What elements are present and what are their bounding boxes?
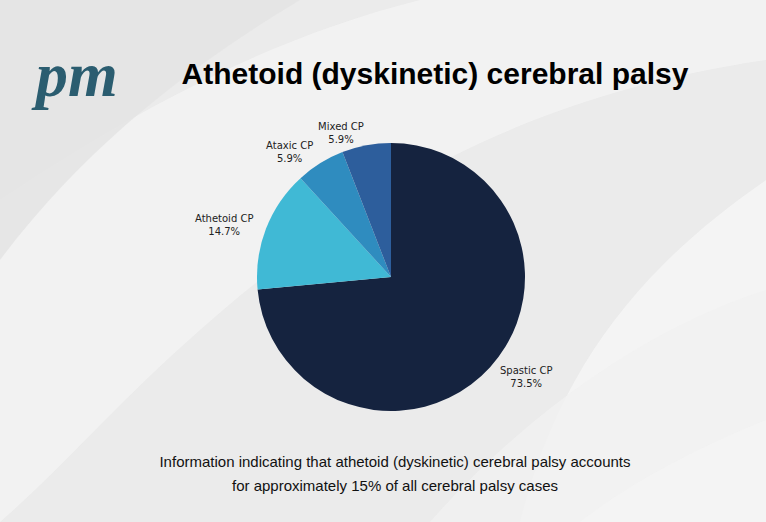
pie-slice <box>342 143 391 277</box>
background-swirl <box>0 0 300 260</box>
category-label: Mixed CP <box>318 121 364 132</box>
caption: Information indicating that athetoid (dy… <box>159 453 630 494</box>
category-label: Ataxic CP <box>266 140 313 151</box>
background-swirl <box>0 0 766 522</box>
background <box>0 0 766 522</box>
category-label: Athetoid CP <box>195 213 253 224</box>
value-label: 73.5% <box>510 378 542 389</box>
pie <box>257 143 525 411</box>
category-label: Spastic CP <box>500 365 552 376</box>
value-label: 5.9% <box>277 153 302 164</box>
caption-line: for approximately 15% of all cerebral pa… <box>232 477 558 494</box>
pie-slice <box>258 143 525 411</box>
value-label: 14.7% <box>208 226 240 237</box>
slice-label: Athetoid CP 14.7% <box>195 213 253 237</box>
value-label: 5.9% <box>328 134 353 145</box>
logo: pm <box>31 39 118 110</box>
background-decoration <box>0 0 766 522</box>
slice-labels: Spastic CP 73.5% Athetoid CP 14.7% Ataxic CP… <box>195 121 552 389</box>
chart-canvas: pm Athetoid (dyskinetic) cerebral palsy Sp… <box>0 0 766 522</box>
slice-label: Mixed CP 5.9% <box>318 121 364 145</box>
chart-title: Athetoid (dyskinetic) cerebral palsy <box>182 57 689 90</box>
slice-label: Ataxic CP 5.9% <box>266 140 313 164</box>
slice-label: Spastic CP 73.5% <box>500 365 552 389</box>
caption-line: Information indicating that athetoid (dy… <box>159 453 630 470</box>
